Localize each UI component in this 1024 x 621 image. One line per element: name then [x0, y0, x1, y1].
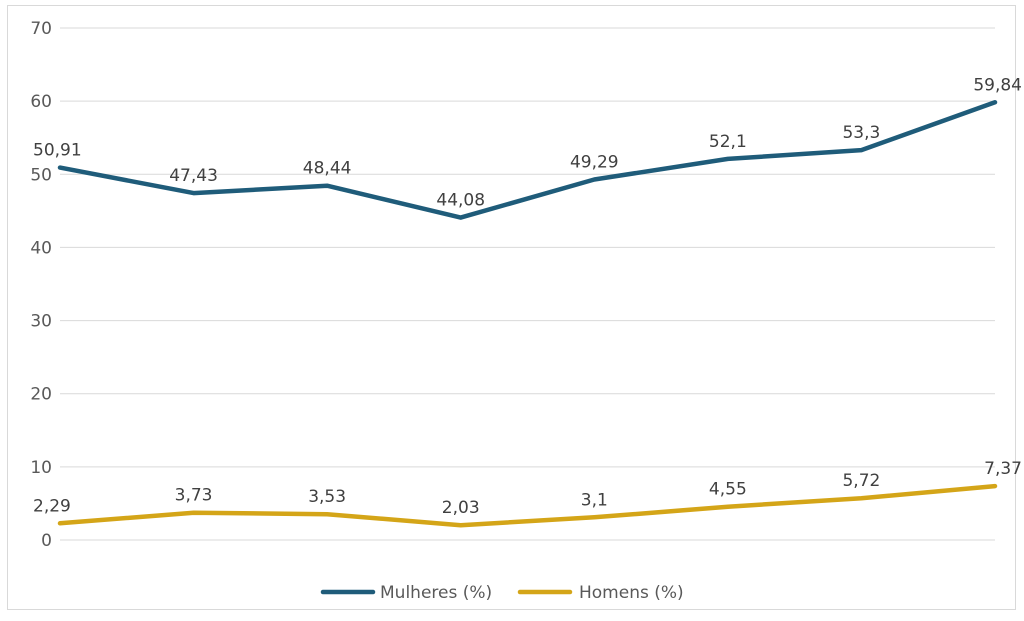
chart-frame: [7, 5, 1016, 610]
data-label: 3,73: [175, 486, 213, 506]
y-tick-label: 10: [30, 458, 52, 478]
y-tick-label: 30: [30, 312, 52, 332]
data-label: 53,3: [842, 123, 880, 143]
data-label: 3,1: [581, 490, 608, 510]
y-tick-label: 60: [30, 92, 52, 112]
legend-label: Homens (%): [579, 583, 684, 603]
y-tick-label: 40: [30, 238, 52, 258]
data-label: 59,84: [973, 75, 1022, 95]
series-line-1: [57, 100, 998, 220]
y-tick-label: 70: [30, 19, 52, 39]
data-label: 5,72: [842, 471, 880, 491]
legend-label: Mulheres (%): [380, 583, 492, 603]
data-label: 50,91: [33, 141, 82, 161]
data-label: 2,29: [33, 496, 71, 516]
data-label: 3,53: [308, 487, 346, 507]
data-label: 49,29: [570, 152, 619, 172]
series-line-2: [57, 483, 998, 528]
y-tick-label: 50: [30, 165, 52, 185]
data-label: 44,08: [436, 191, 485, 211]
data-label: 7,37: [984, 459, 1022, 479]
data-label: 2,03: [442, 498, 480, 518]
y-tick-label: 20: [30, 385, 52, 405]
data-label: 4,55: [709, 480, 747, 500]
data-label: 48,44: [303, 159, 352, 179]
y-tick-label: 0: [41, 531, 52, 551]
data-label: 52,1: [709, 132, 747, 152]
data-label: 47,43: [169, 166, 218, 186]
